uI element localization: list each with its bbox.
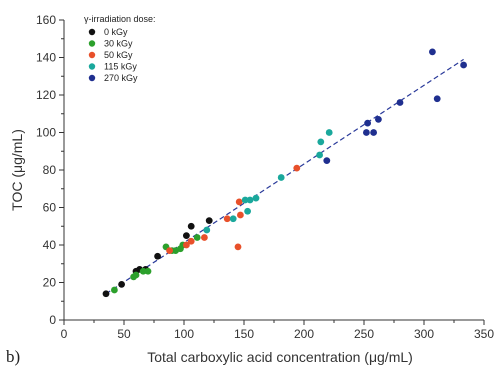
legend-marker <box>88 74 96 82</box>
data-point <box>205 217 213 225</box>
data-point <box>364 119 371 127</box>
series-2 <box>166 164 301 255</box>
series-4 <box>323 48 467 165</box>
y-tick-label: 40 <box>43 238 57 252</box>
data-point <box>166 247 174 255</box>
y-tick-label: 140 <box>36 51 56 65</box>
data-point <box>370 129 377 136</box>
data-point <box>237 211 244 219</box>
x-tick-label: 350 <box>474 327 494 341</box>
data-point <box>246 196 254 204</box>
x-axis-title: Total carboxylic acid concentration (μg/… <box>147 349 413 365</box>
data-point <box>323 157 331 165</box>
x-tick-label: 50 <box>117 327 131 341</box>
data-point <box>293 164 301 172</box>
data-point <box>433 95 441 103</box>
data-point <box>317 138 325 146</box>
data-point <box>132 271 140 279</box>
panel-label: b) <box>6 347 20 366</box>
y-tick-label: 60 <box>43 201 57 215</box>
data-point <box>277 174 285 181</box>
data-point <box>460 61 467 69</box>
data-point <box>241 196 249 204</box>
data-point <box>316 151 323 159</box>
plot-area <box>102 48 467 298</box>
data-point <box>325 129 333 136</box>
fit-line <box>105 58 464 295</box>
y-tick-label: 0 <box>49 313 56 327</box>
series-0 <box>102 217 213 298</box>
data-point <box>193 234 201 241</box>
x-tick-label: 150 <box>234 327 254 341</box>
data-point <box>111 286 118 294</box>
data-point <box>234 243 242 251</box>
data-point <box>252 194 260 202</box>
data-point <box>235 198 243 206</box>
data-point <box>229 215 237 223</box>
y-tick-label: 120 <box>36 88 56 102</box>
y-tick-label: 100 <box>36 126 56 140</box>
data-point <box>363 129 370 136</box>
y-tick-label: 20 <box>43 276 57 290</box>
x-tick-label: 200 <box>294 327 314 341</box>
axes: 0 50 100 150 200 250 300 350 0 20 40 60 80 100 120 140 1… <box>36 13 494 341</box>
x-tick-label: 0 <box>61 327 68 341</box>
x-tick-label: 300 <box>414 327 434 341</box>
legend-entry: 30 kGy <box>104 39 133 49</box>
legend-title: γ-irradiation dose: <box>84 14 156 24</box>
y-tick-label: 80 <box>43 163 57 177</box>
legend-entry: 270 kGy <box>104 73 138 83</box>
data-point <box>201 234 208 241</box>
legend-marker <box>88 40 96 47</box>
x-tick-label: 250 <box>354 327 374 341</box>
y-tick-label: 160 <box>36 13 56 27</box>
legend-entry: 115 kGy <box>104 62 137 72</box>
data-point <box>429 48 436 56</box>
data-point <box>102 290 110 298</box>
data-point <box>244 207 252 215</box>
data-point <box>187 237 195 245</box>
data-point <box>139 267 147 275</box>
data-point <box>144 267 152 275</box>
data-point <box>375 115 382 123</box>
legend-entry: 50 kGy <box>104 50 133 60</box>
series-3 <box>203 129 333 234</box>
legend-entry: 0 kGy <box>104 27 128 37</box>
data-point <box>118 280 125 288</box>
data-point <box>396 99 404 106</box>
data-point <box>183 232 190 240</box>
legend-marker <box>88 51 96 59</box>
legend-marker <box>88 63 96 70</box>
data-point <box>154 252 162 260</box>
data-point <box>223 215 231 223</box>
data-point <box>203 226 211 234</box>
data-point <box>187 222 195 230</box>
y-axis-title: TOC (μg/mL) <box>9 129 25 211</box>
legend-marker <box>88 28 96 36</box>
data-point <box>183 241 190 249</box>
x-tick-label: 100 <box>174 327 194 341</box>
